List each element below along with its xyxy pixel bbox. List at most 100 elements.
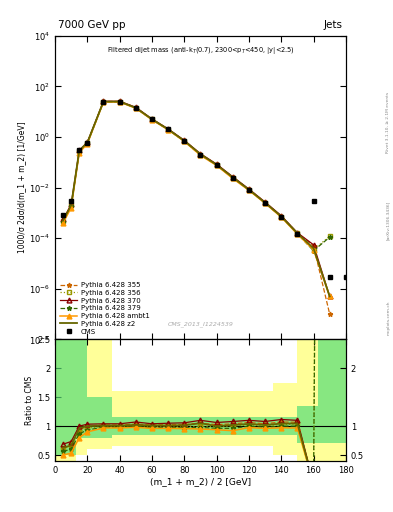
Pythia 6.428 355 — [263, 199, 267, 205]
Line: CMS: CMS — [61, 99, 348, 279]
Pythia 6.428 379 — [198, 152, 203, 158]
CMS — [343, 273, 348, 280]
Line: Pythia 6.428 379: Pythia 6.428 379 — [61, 99, 332, 253]
Pythia 6.428 ambt1 — [311, 247, 316, 253]
Pythia 6.428 ambt1 — [263, 200, 267, 206]
Pythia 6.428 ambt1 — [279, 214, 284, 220]
Pythia 6.428 379 — [263, 200, 267, 206]
Pythia 6.428 z2 — [117, 98, 122, 104]
Line: Pythia 6.428 z2: Pythia 6.428 z2 — [63, 101, 330, 296]
Pythia 6.428 ambt1 — [69, 205, 73, 211]
Pythia 6.428 355 — [198, 151, 203, 157]
Pythia 6.428 356 — [230, 175, 235, 181]
Pythia 6.428 379 — [61, 219, 66, 225]
Pythia 6.428 370 — [279, 212, 284, 219]
Pythia 6.428 ambt1 — [101, 99, 106, 105]
Pythia 6.428 370 — [263, 199, 267, 205]
Pythia 6.428 370 — [311, 242, 316, 248]
Pythia 6.428 356 — [150, 116, 154, 122]
Pythia 6.428 ambt1 — [198, 152, 203, 158]
Pythia 6.428 355 — [166, 126, 171, 132]
Pythia 6.428 355 — [214, 161, 219, 167]
CMS — [230, 175, 235, 181]
Pythia 6.428 370 — [214, 161, 219, 167]
Pythia 6.428 356 — [166, 126, 171, 133]
Legend: Pythia 6.428 355, Pythia 6.428 356, Pythia 6.428 370, Pythia 6.428 379, Pythia 6: Pythia 6.428 355, Pythia 6.428 356, Pyth… — [59, 281, 151, 336]
Pythia 6.428 370 — [246, 186, 251, 192]
Pythia 6.428 ambt1 — [150, 117, 154, 123]
Pythia 6.428 z2 — [166, 126, 171, 133]
Pythia 6.428 z2 — [61, 218, 66, 224]
Pythia 6.428 355 — [150, 116, 154, 122]
CMS — [182, 138, 187, 144]
CMS — [77, 147, 82, 153]
Pythia 6.428 356 — [246, 187, 251, 193]
Pythia 6.428 370 — [85, 139, 90, 145]
CMS — [117, 99, 122, 105]
Line: Pythia 6.428 355: Pythia 6.428 355 — [61, 99, 332, 316]
CMS — [311, 198, 316, 204]
Pythia 6.428 370 — [327, 293, 332, 300]
Text: CMS_2013_I1224539: CMS_2013_I1224539 — [167, 322, 233, 327]
Pythia 6.428 370 — [69, 201, 73, 207]
Pythia 6.428 356 — [263, 200, 267, 206]
Pythia 6.428 379 — [230, 175, 235, 181]
Line: Pythia 6.428 356: Pythia 6.428 356 — [61, 100, 332, 252]
CMS — [327, 273, 332, 280]
Pythia 6.428 ambt1 — [166, 127, 171, 133]
Pythia 6.428 370 — [101, 98, 106, 104]
CMS — [150, 116, 154, 122]
Pythia 6.428 356 — [101, 99, 106, 105]
Pythia 6.428 z2 — [230, 174, 235, 180]
CMS — [214, 162, 219, 168]
Pythia 6.428 379 — [295, 231, 300, 237]
Text: Jets: Jets — [324, 20, 343, 30]
Pythia 6.428 ambt1 — [117, 99, 122, 105]
Pythia 6.428 356 — [85, 140, 90, 146]
Line: Pythia 6.428 ambt1: Pythia 6.428 ambt1 — [61, 100, 332, 299]
Pythia 6.428 355 — [311, 243, 316, 249]
Pythia 6.428 z2 — [101, 98, 106, 104]
Pythia 6.428 379 — [134, 105, 138, 111]
Pythia 6.428 379 — [85, 140, 90, 146]
Pythia 6.428 356 — [327, 233, 332, 239]
Pythia 6.428 z2 — [150, 116, 154, 122]
Pythia 6.428 355 — [327, 311, 332, 317]
Pythia 6.428 ambt1 — [134, 105, 138, 111]
Pythia 6.428 ambt1 — [85, 141, 90, 147]
Pythia 6.428 370 — [134, 104, 138, 111]
Pythia 6.428 379 — [311, 248, 316, 254]
Pythia 6.428 355 — [85, 140, 90, 146]
Pythia 6.428 379 — [101, 99, 106, 105]
CMS — [198, 152, 203, 158]
Pythia 6.428 355 — [295, 230, 300, 236]
Pythia 6.428 379 — [246, 187, 251, 193]
Pythia 6.428 355 — [246, 186, 251, 193]
Pythia 6.428 370 — [198, 151, 203, 157]
Pythia 6.428 379 — [166, 126, 171, 133]
Pythia 6.428 ambt1 — [327, 293, 332, 300]
Pythia 6.428 z2 — [263, 200, 267, 206]
Pythia 6.428 z2 — [85, 140, 90, 146]
Pythia 6.428 355 — [117, 98, 122, 104]
Pythia 6.428 355 — [77, 148, 82, 154]
Pythia 6.428 ambt1 — [77, 150, 82, 156]
X-axis label: (m_1 + m_2) / 2 [GeV]: (m_1 + m_2) / 2 [GeV] — [150, 477, 251, 486]
Pythia 6.428 355 — [61, 218, 66, 224]
Pythia 6.428 370 — [166, 126, 171, 132]
Pythia 6.428 379 — [77, 149, 82, 155]
Pythia 6.428 ambt1 — [182, 138, 187, 144]
Pythia 6.428 379 — [150, 117, 154, 123]
Pythia 6.428 ambt1 — [295, 231, 300, 237]
Pythia 6.428 ambt1 — [230, 176, 235, 182]
Pythia 6.428 z2 — [279, 214, 284, 220]
Line: Pythia 6.428 370: Pythia 6.428 370 — [61, 99, 332, 299]
Pythia 6.428 z2 — [311, 245, 316, 251]
Pythia 6.428 356 — [214, 162, 219, 168]
CMS — [69, 198, 73, 204]
Pythia 6.428 356 — [77, 148, 82, 155]
Pythia 6.428 355 — [69, 202, 73, 208]
Y-axis label: 1000/σ 2dσ/d(m_1 + m_2) [1/GeV]: 1000/σ 2dσ/d(m_1 + m_2) [1/GeV] — [17, 122, 26, 253]
Y-axis label: Ratio to CMS: Ratio to CMS — [25, 375, 34, 424]
Pythia 6.428 370 — [61, 217, 66, 223]
